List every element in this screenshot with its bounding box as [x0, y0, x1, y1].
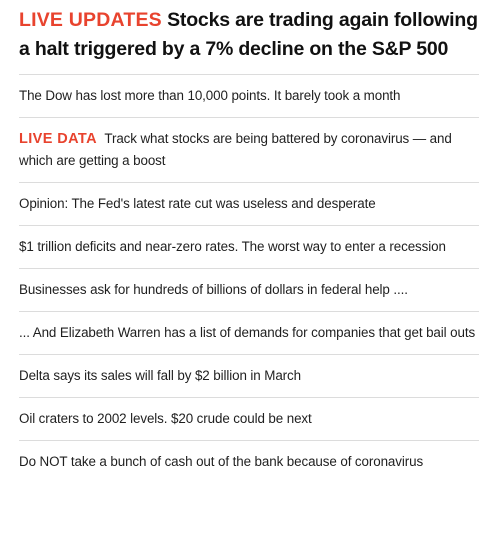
- story-title[interactable]: $1 trillion deficits and near-zero rates…: [19, 239, 446, 254]
- story-link[interactable]: Do NOT take a bunch of cash out of the b…: [19, 451, 423, 473]
- story-link[interactable]: $1 trillion deficits and near-zero rates…: [19, 236, 446, 258]
- story-title[interactable]: The Dow has lost more than 10,000 points…: [19, 88, 401, 103]
- story-title[interactable]: Opinion: The Fed's latest rate cut was u…: [19, 196, 376, 211]
- lead-headline[interactable]: LIVE UPDATES Stocks are trading again fo…: [19, 6, 479, 74]
- headline-divider: [19, 74, 479, 75]
- story-item[interactable]: The Dow has lost more than 10,000 points…: [19, 75, 479, 117]
- story-title[interactable]: Businesses ask for hundreds of billions …: [19, 282, 408, 297]
- lead-headline-text[interactable]: Stocks are trading again following a hal…: [19, 9, 478, 60]
- story-title[interactable]: Oil craters to 2002 levels. $20 crude co…: [19, 411, 312, 426]
- story-title[interactable]: Do NOT take a bunch of cash out of the b…: [19, 454, 424, 469]
- story-item[interactable]: Do NOT take a bunch of cash out of the b…: [19, 440, 479, 483]
- story-link[interactable]: Businesses ask for hundreds of billions …: [19, 279, 408, 301]
- story-link[interactable]: Delta says its sales will fall by $2 bil…: [19, 365, 301, 387]
- story-item[interactable]: Delta says its sales will fall by $2 bil…: [19, 354, 479, 397]
- story-title[interactable]: Delta says its sales will fall by $2 bil…: [19, 368, 301, 383]
- story-item[interactable]: Oil craters to 2002 levels. $20 crude co…: [19, 397, 479, 440]
- story-item[interactable]: $1 trillion deficits and near-zero rates…: [19, 225, 479, 268]
- story-item[interactable]: Opinion: The Fed's latest rate cut was u…: [19, 182, 479, 225]
- story-link[interactable]: Opinion: The Fed's latest rate cut was u…: [19, 193, 376, 215]
- story-item[interactable]: LIVE DATA Track what stocks are being ba…: [19, 117, 479, 182]
- story-link[interactable]: LIVE DATA Track what stocks are being ba…: [19, 128, 479, 172]
- news-module: LIVE UPDATES Stocks are trading again fo…: [19, 6, 479, 483]
- story-item[interactable]: Businesses ask for hundreds of billions …: [19, 268, 479, 311]
- story-link[interactable]: The Dow has lost more than 10,000 points…: [19, 85, 401, 107]
- live-updates-tag: LIVE UPDATES: [19, 9, 162, 31]
- story-title[interactable]: Track what stocks are being battered by …: [19, 131, 452, 168]
- story-link[interactable]: Oil craters to 2002 levels. $20 crude co…: [19, 408, 312, 430]
- story-title[interactable]: ... And Elizabeth Warren has a list of d…: [19, 325, 476, 340]
- story-link[interactable]: ... And Elizabeth Warren has a list of d…: [19, 322, 475, 344]
- live-data-tag: LIVE DATA: [19, 131, 97, 147]
- story-list: The Dow has lost more than 10,000 points…: [19, 75, 479, 483]
- story-item[interactable]: ... And Elizabeth Warren has a list of d…: [19, 311, 479, 354]
